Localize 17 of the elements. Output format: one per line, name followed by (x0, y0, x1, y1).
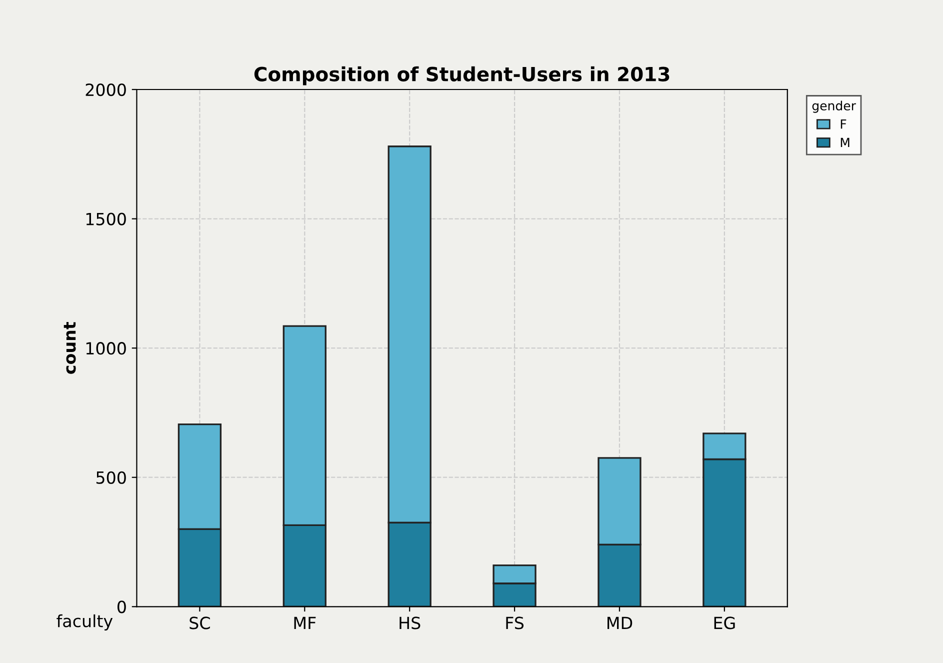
y-tick-label: 500 (96, 471, 126, 484)
y-tick-label: 1000 (86, 342, 126, 355)
legend-title: gender (812, 100, 856, 113)
x-axis-title: faculty (56, 614, 113, 631)
x-tick-label: FS (506, 616, 524, 630)
y-tick-label: 1500 (86, 212, 126, 226)
x-tick-label: MF (294, 616, 316, 630)
y-axis-title: count (64, 322, 76, 374)
legend-label: F (840, 119, 846, 129)
chart-title: Composition of Student-Users in 2013 (254, 66, 670, 86)
x-tick-label: SC (190, 616, 210, 630)
x-tick-label: EG (714, 616, 735, 630)
x-tick-label: HS (400, 616, 420, 630)
legend-label: M (840, 138, 850, 147)
x-tick-label: MD (608, 616, 632, 630)
y-tick-label: 0 (118, 600, 126, 614)
y-tick-label: 2000 (86, 83, 126, 96)
